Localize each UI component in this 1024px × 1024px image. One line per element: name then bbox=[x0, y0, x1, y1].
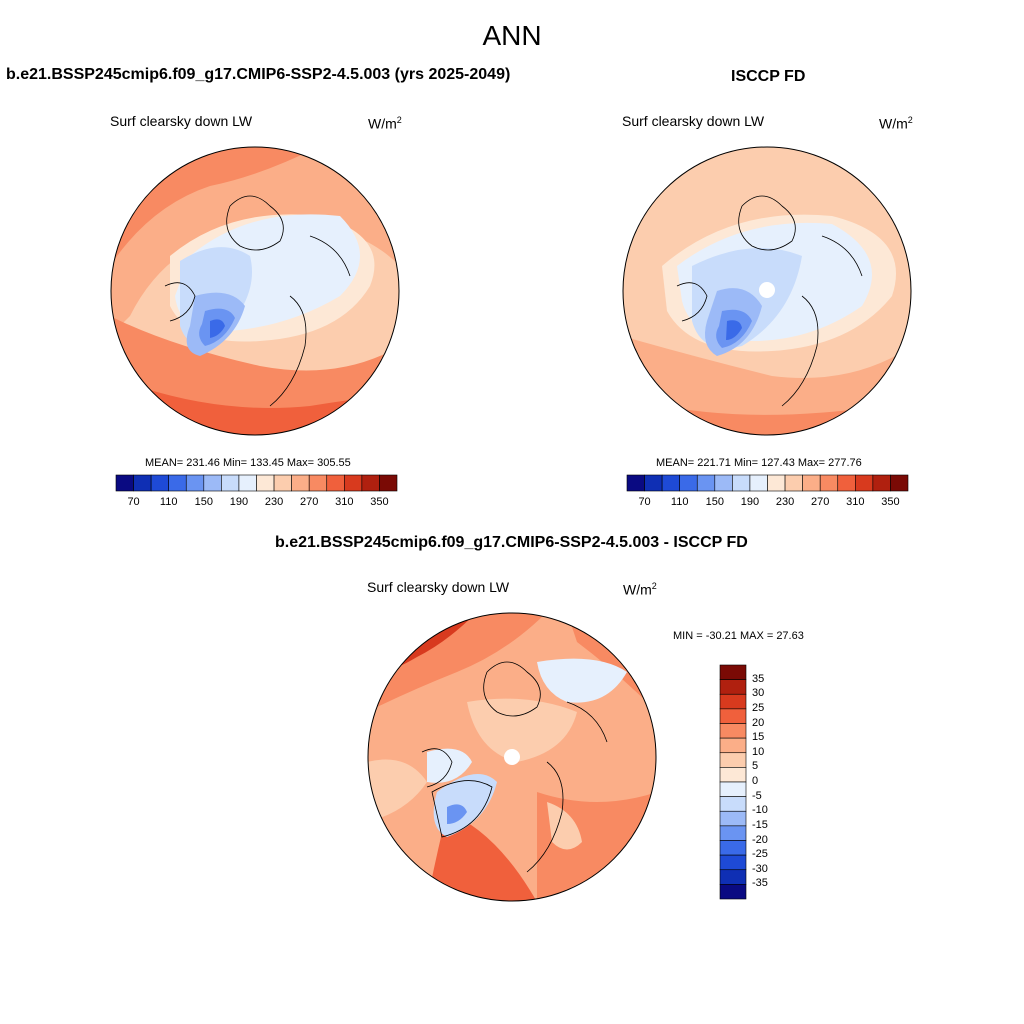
colorbar-swatch bbox=[273, 474, 292, 492]
colorbar-swatch bbox=[308, 474, 328, 492]
model-units: W/m2 bbox=[368, 115, 402, 132]
colorbar-tick-label: 70 bbox=[638, 496, 651, 508]
colorbar-swatch bbox=[890, 474, 909, 492]
diff-variable-label: Surf clearsky down LW bbox=[367, 579, 510, 595]
colorbar-tick-label: 270 bbox=[811, 496, 830, 508]
colorbar-tick-label: 190 bbox=[740, 496, 760, 508]
colorbar-swatch bbox=[344, 474, 363, 492]
model-polar-map bbox=[110, 146, 400, 436]
colorbar-swatch bbox=[872, 474, 891, 492]
colorbar-tick-label: -5 bbox=[752, 789, 762, 802]
colorbar-swatch bbox=[719, 737, 747, 754]
colorbar-swatch bbox=[855, 474, 874, 492]
colorbar-tick-label: 20 bbox=[752, 716, 765, 729]
obs-panel-title: ISCCP FD bbox=[731, 68, 806, 85]
colorbar-swatch bbox=[221, 474, 240, 492]
model-panel-title: b.e21.BSSP245cmip6.f09_g17.CMIP6-SSP2-4.… bbox=[6, 66, 511, 83]
colorbar-swatch bbox=[256, 474, 275, 492]
colorbar-swatch bbox=[837, 474, 856, 492]
colorbar-tick-label: -15 bbox=[752, 818, 768, 831]
colorbar-swatch bbox=[168, 474, 187, 492]
figure-title: ANN bbox=[482, 20, 542, 51]
colorbar-tick-label: 270 bbox=[300, 496, 319, 508]
colorbar-swatch bbox=[749, 474, 768, 492]
colorbar-tick-label: 150 bbox=[705, 496, 724, 508]
colorbar-swatch bbox=[732, 474, 751, 492]
colorbar-swatch bbox=[719, 708, 747, 724]
colorbar-swatch bbox=[719, 869, 747, 885]
colorbar-swatch bbox=[714, 474, 733, 492]
colorbar-swatch bbox=[379, 474, 398, 492]
colorbar-swatch bbox=[291, 474, 310, 492]
colorbar-swatch bbox=[719, 810, 747, 827]
colorbar-tick-label: 15 bbox=[752, 731, 765, 744]
obs-colorbar bbox=[626, 474, 909, 492]
diff-stats: MIN = -30.21 MAX = 27.63 bbox=[673, 630, 804, 642]
colorbar-swatch bbox=[719, 752, 747, 768]
colorbar-tick-label: 70 bbox=[127, 496, 140, 508]
diff-units: W/m2 bbox=[623, 581, 657, 598]
colorbar-tick-label: 35 bbox=[752, 672, 765, 685]
colorbar-swatch bbox=[719, 664, 747, 680]
model-stats: MEAN= 231.46 Min= 133.45 Max= 305.55 bbox=[145, 457, 351, 469]
colorbar-tick-label: 310 bbox=[846, 496, 865, 508]
colorbar-swatch bbox=[719, 679, 747, 695]
colorbar-swatch bbox=[767, 474, 786, 492]
colorbar-tick-label: 0 bbox=[752, 775, 759, 787]
colorbar-tick-label: -25 bbox=[752, 848, 768, 861]
colorbar-swatch bbox=[626, 474, 645, 492]
obs-stats: MEAN= 221.71 Min= 127.43 Max= 277.76 bbox=[656, 457, 862, 469]
colorbar-tick-label: 230 bbox=[264, 496, 284, 508]
colorbar-tick-label: 25 bbox=[752, 701, 765, 714]
colorbar-tick-label: 110 bbox=[670, 496, 689, 508]
obs-units: W/m2 bbox=[879, 115, 913, 132]
diff-panel-title: b.e21.BSSP245cmip6.f09_g17.CMIP6-SSP2-4.… bbox=[275, 534, 748, 551]
colorbar-swatch bbox=[719, 723, 747, 739]
model-variable-label: Surf clearsky down LW bbox=[110, 113, 253, 129]
obs-variable-label: Surf clearsky down LW bbox=[622, 113, 765, 129]
colorbar-swatch bbox=[679, 474, 698, 492]
colorbar-tick-label: 350 bbox=[881, 496, 900, 508]
colorbar-swatch bbox=[696, 474, 716, 492]
colorbar-swatch bbox=[203, 474, 222, 492]
colorbar-swatch bbox=[719, 796, 747, 812]
colorbar-swatch bbox=[150, 474, 169, 492]
colorbar-swatch bbox=[326, 474, 345, 492]
colorbar-swatch bbox=[719, 693, 747, 710]
colorbar-swatch bbox=[719, 767, 747, 783]
colorbar-tick-label: -20 bbox=[752, 833, 768, 846]
model-colorbar bbox=[115, 474, 398, 492]
colorbar-swatch bbox=[802, 474, 821, 492]
colorbar-tick-label: 310 bbox=[335, 496, 354, 508]
colorbar-tick-label: 150 bbox=[194, 496, 213, 508]
colorbar-swatch bbox=[361, 474, 380, 492]
colorbar-swatch bbox=[115, 474, 134, 492]
colorbar-swatch bbox=[133, 474, 152, 492]
colorbar-tick-label: 30 bbox=[752, 687, 765, 700]
colorbar-swatch bbox=[238, 474, 257, 492]
colorbar-swatch bbox=[185, 474, 205, 492]
diff-colorbar bbox=[719, 664, 747, 900]
obs-polar-map bbox=[622, 146, 912, 436]
colorbar-swatch bbox=[644, 474, 663, 492]
colorbar-swatch bbox=[784, 474, 803, 492]
colorbar-tick-label: 5 bbox=[752, 760, 759, 773]
colorbar-tick-label: 190 bbox=[229, 496, 249, 508]
colorbar-tick-label: -35 bbox=[752, 877, 768, 890]
colorbar-swatch bbox=[719, 781, 747, 797]
colorbar-swatch bbox=[661, 474, 680, 492]
colorbar-swatch bbox=[719, 854, 747, 871]
colorbar-tick-label: -10 bbox=[752, 804, 768, 817]
diff-polar-map bbox=[367, 612, 657, 902]
colorbar-tick-label: 350 bbox=[370, 496, 389, 508]
colorbar-tick-label: 110 bbox=[159, 496, 178, 508]
colorbar-swatch bbox=[819, 474, 839, 492]
colorbar-swatch bbox=[719, 825, 747, 841]
colorbar-tick-label: 230 bbox=[775, 496, 795, 508]
colorbar-tick-label: 10 bbox=[752, 745, 765, 758]
colorbar-swatch bbox=[719, 840, 747, 856]
colorbar-swatch bbox=[719, 884, 747, 900]
colorbar-tick-label: -30 bbox=[752, 862, 768, 875]
